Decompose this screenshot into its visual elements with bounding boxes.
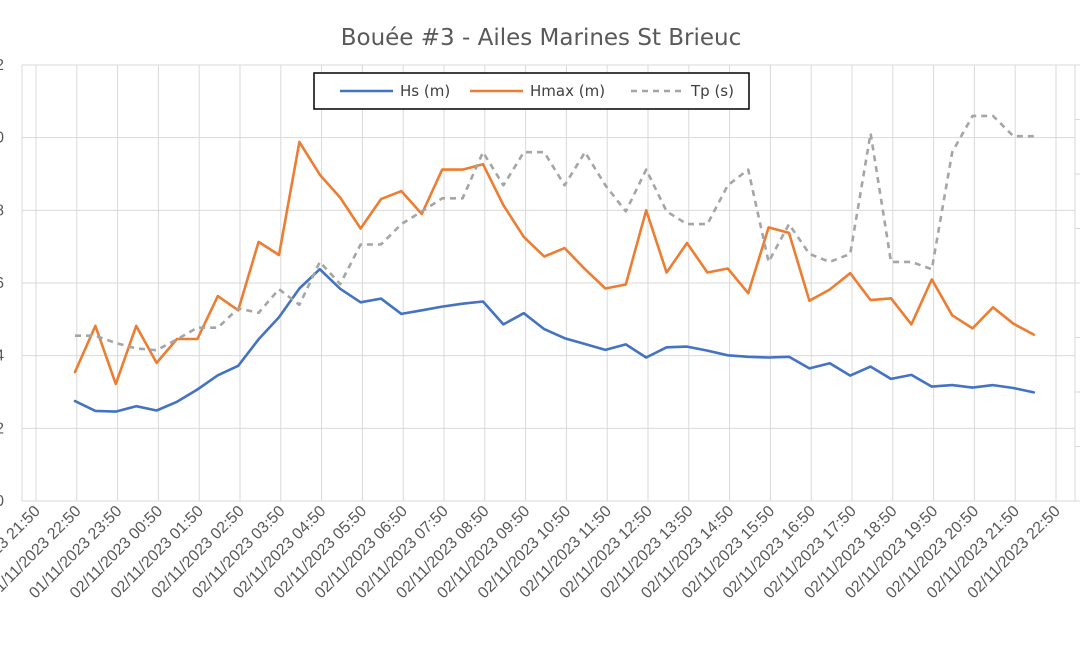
legend-label-0: Hs (m) — [400, 82, 450, 100]
y-tick-label: 4 — [0, 348, 4, 365]
y-tick-label: 0 — [0, 493, 4, 510]
series-lines — [73, 114, 1036, 413]
y-tick-label: 8 — [0, 202, 4, 219]
y-tick-label: 10 — [0, 130, 4, 147]
series-line-2 — [75, 114, 1034, 352]
legend-label-2: Tp (s) — [690, 82, 734, 100]
y-axis-ticks: 0 2 4 6 8 10 12 — [0, 57, 4, 510]
legend: Hs (m) Hmax (m) Tp (s) — [313, 72, 750, 110]
series-line-1 — [73, 140, 1036, 386]
chart-title: Bouée #3 - Ailes Marines St Brieuc — [341, 25, 742, 51]
y-tick-label: 6 — [0, 275, 4, 292]
series-line-0 — [73, 267, 1036, 413]
y-tick-label: 2 — [0, 420, 4, 437]
legend-label-1: Hmax (m) — [530, 82, 605, 100]
secondary-axis-ticks — [1075, 64, 1080, 502]
gridlines — [21, 64, 1076, 502]
y-tick-label: 12 — [0, 57, 4, 74]
